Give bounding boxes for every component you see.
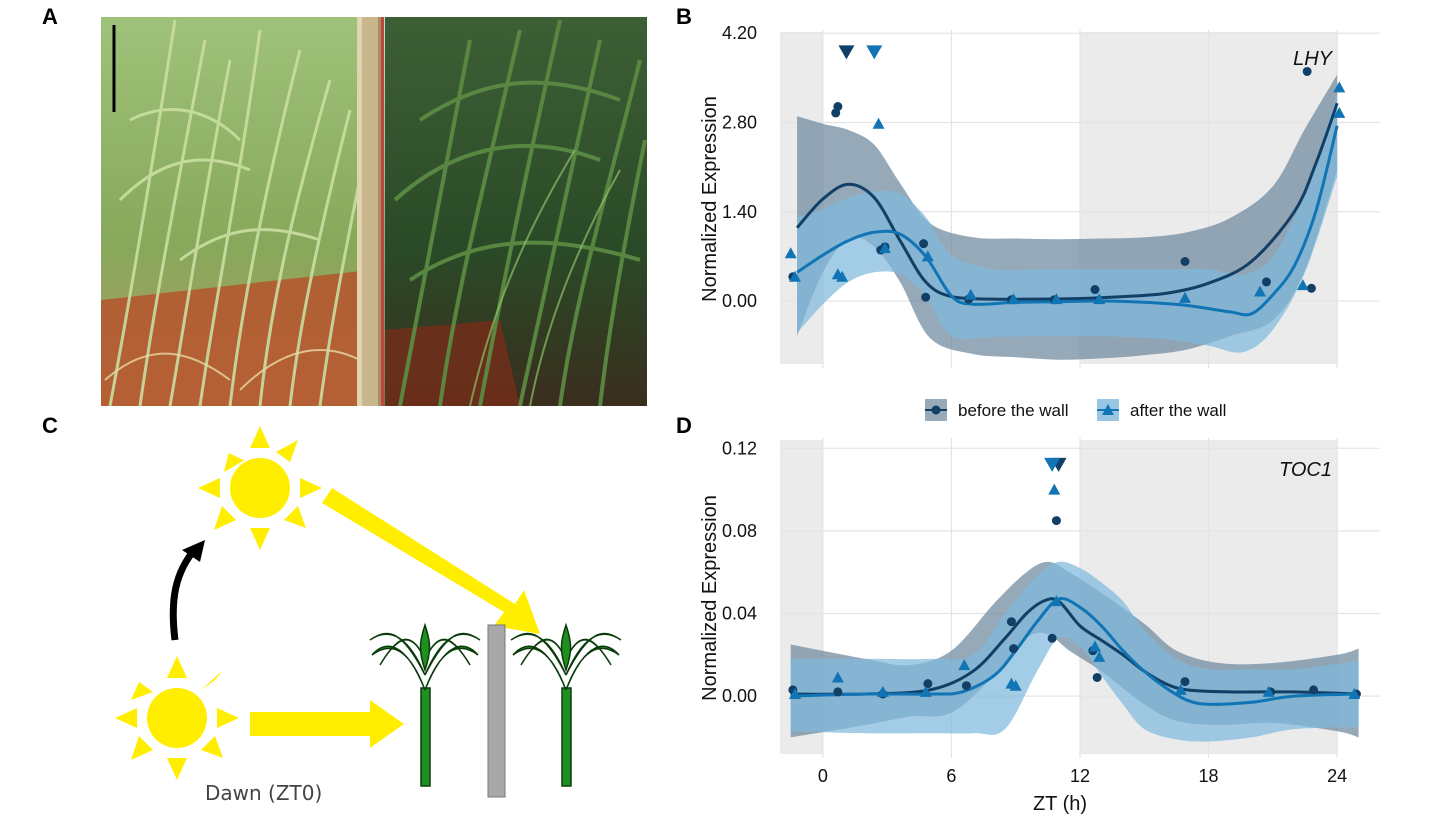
lhy-offscale-marker-before-0 (838, 45, 855, 60)
lhy-ylabel: Normalized Expression (699, 96, 721, 302)
curved-arrow (169, 545, 199, 641)
lhy-ytick-label-2: 2.80 (722, 112, 757, 132)
panel-letter-a: A (42, 4, 58, 29)
legend-label-after: after the wall (1130, 401, 1226, 420)
toc1-offscale-marker-after-0 (1044, 457, 1061, 472)
toc1-ylabel: Normalized Expression (699, 495, 721, 701)
field-photo (101, 17, 647, 406)
toc1-point-before-10 (1092, 672, 1102, 682)
toc1-fit-before (790, 597, 1359, 696)
lhy-point-after-3 (836, 270, 849, 282)
lhy-point-after-9 (1050, 293, 1063, 305)
toc1-point-before-11 (1180, 677, 1190, 687)
lhy-point-after-5 (879, 242, 891, 254)
lhy-point-before-14 (1306, 283, 1316, 293)
toc1-xtick-label-4: 24 (1327, 766, 1347, 786)
sun-dawn-icon (115, 656, 239, 780)
toc1-point-after-0 (789, 688, 801, 699)
toc1-point-before-3 (923, 679, 933, 689)
sugarcane-icon-left (369, 622, 481, 787)
toc1-point-after-7 (1048, 483, 1061, 495)
panel-letter-b: B (676, 4, 692, 29)
lhy-point-after-4 (872, 117, 885, 129)
lhy-ytick-label-0: 0.00 (722, 291, 757, 311)
toc1-xtick-label-3: 18 (1199, 766, 1219, 786)
toc1-point-after-12 (1262, 685, 1275, 697)
toc1-point-before-4 (961, 681, 971, 691)
toc1-point-after-1 (831, 671, 844, 683)
toc1-point-after-9 (1089, 640, 1101, 652)
lhy-point-after-8 (1007, 293, 1020, 305)
lhy-point-after-6 (921, 250, 934, 262)
panel-letter-c: C (42, 413, 58, 438)
lhy-point-before-11 (1180, 256, 1190, 266)
toc1-point-after-10 (1093, 650, 1106, 662)
toc1-ytick-label-1: 0.04 (722, 603, 757, 623)
light-arrow-horizontal (250, 700, 404, 748)
toc1-point-before-8 (1051, 516, 1061, 526)
legend-label-before: before the wall (958, 401, 1069, 420)
lhy-ytick-label-1: 1.40 (722, 202, 757, 222)
lhy-offscale-marker-after-0 (866, 45, 883, 60)
toc1-xtick-label-0: 0 (818, 766, 828, 786)
chart-toc1: 0.00 0.04 0.08 0.12 0 6 12 18 24 Normalized Expre… (699, 438, 1380, 815)
toc1-point-after-2 (876, 685, 889, 697)
sugarcane-icon-right (510, 622, 622, 787)
sun-upper-icon (198, 426, 322, 550)
toc1-xlabel: ZT (h) (1033, 793, 1087, 815)
lhy-point-after-13 (1296, 279, 1309, 291)
lhy-point-after-15 (1333, 106, 1346, 118)
lhy-ytick-label-3: 4.20 (722, 23, 757, 43)
toc1-band-after (790, 561, 1359, 742)
lhy-fit-before (795, 102, 1339, 301)
dawn-schematic: Dawn (ZT0) (115, 426, 622, 805)
toc1-ytick-label-2: 0.08 (722, 521, 757, 541)
toc1-ytick-label-3: 0.12 (722, 438, 757, 458)
toc1-point-before-5 (1006, 617, 1016, 627)
toc1-point-before-1 (833, 687, 843, 697)
legend-item-before: before the wall (925, 399, 1069, 421)
light-arrow-diagonal (322, 488, 540, 634)
toc1-point-before-6 (1009, 644, 1019, 654)
wall-icon (487, 624, 506, 798)
lhy-point-before-12 (1261, 277, 1271, 287)
legend-item-after: after the wall (1097, 399, 1226, 421)
toc1-point-after-8 (1050, 595, 1063, 607)
lhy-point-after-11 (1179, 291, 1191, 303)
lhy-point-after-12 (1254, 285, 1266, 297)
lhy-gene-label: LHY (1293, 48, 1334, 70)
lhy-point-before-6 (921, 292, 931, 302)
legend: before the wall after the wall (925, 399, 1226, 421)
lhy-point-after-0 (784, 247, 797, 259)
lhy-point-before-10 (1090, 285, 1100, 295)
lhy-point-after-14 (1333, 81, 1346, 93)
toc1-xtick-label-2: 12 (1070, 766, 1090, 786)
toc1-ytick-label-0: 0.00 (722, 686, 757, 706)
toc1-point-after-11 (1174, 683, 1187, 695)
lhy-point-before-5 (919, 239, 929, 249)
lhy-point-after-10 (1093, 293, 1106, 305)
chart-lhy: 0.00 1.40 2.80 4.20 Normalized Expression LHY (699, 23, 1380, 368)
toc1-point-after-6 (1009, 679, 1022, 691)
panel-letter-d: D (676, 413, 692, 438)
toc1-point-before-7 (1047, 633, 1057, 643)
lhy-point-after-1 (789, 270, 801, 282)
lhy-point-before-2 (833, 102, 843, 112)
lhy-point-after-7 (964, 288, 977, 300)
toc1-fit-after (790, 596, 1359, 706)
toc1-point-after-3 (919, 685, 932, 697)
dawn-label: Dawn (ZT0) (205, 781, 322, 805)
toc1-point-after-13 (1348, 688, 1361, 699)
lhy-point-before-13 (1302, 66, 1312, 76)
toc1-point-after-4 (958, 659, 971, 671)
toc1-point-before-13 (1309, 685, 1319, 695)
toc1-gene-label: TOC1 (1279, 459, 1332, 481)
toc1-xtick-label-1: 6 (946, 766, 956, 786)
